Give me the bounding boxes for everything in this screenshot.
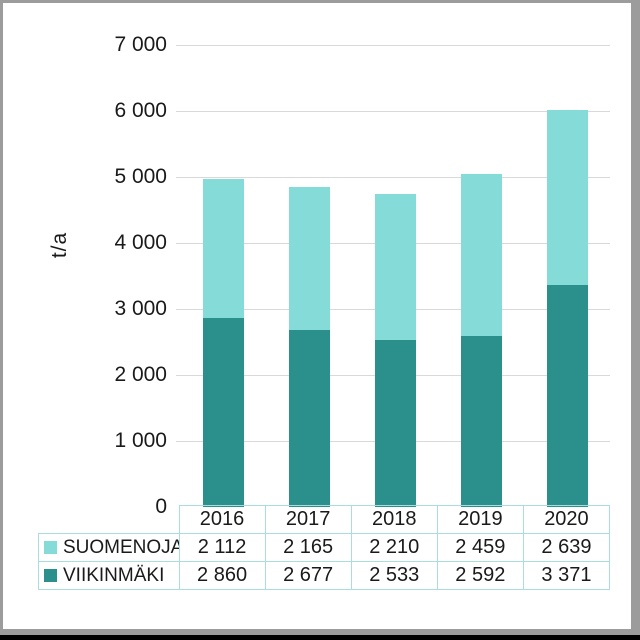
year-header-cell: 2020 [522, 505, 611, 534]
year-header-cell: 2019 [436, 505, 524, 534]
bar-segment-viikinmaki-2018 [374, 339, 416, 507]
data-table-body: 2016 2017 2018 2019 2020 SUOMENOJA 2 112 2 165 2… [38, 505, 611, 590]
value-cell: 2 639 [522, 533, 611, 562]
gridline [176, 45, 610, 46]
plot-area [176, 45, 610, 507]
legend-label-text: SUOMENOJA [63, 536, 179, 558]
year-header-cell: 2018 [350, 505, 438, 534]
value-cell: 2 459 [436, 533, 524, 562]
bottom-black-bar [0, 635, 640, 640]
value-cell: 2 592 [436, 561, 524, 590]
y-tick-label: 3 000 [114, 297, 167, 320]
table-row-viikinmaki: VIIKINMÄKI 2 860 2 677 2 533 2 592 3 371 [38, 561, 611, 590]
y-tick-label: 0 [155, 495, 167, 518]
data-table: 2016 2017 2018 2019 2020 SUOMENOJA 2 112 2 165 2… [38, 505, 611, 590]
bar-segment-viikinmaki-2016 [202, 318, 244, 507]
y-axis-ticks: 0 1 000 2 000 3 000 4 000 5 000 6 000 7 000 [3, 3, 167, 629]
y-tick-label: 2 000 [114, 363, 167, 386]
value-cell: 2 860 [178, 561, 266, 590]
value-cell: 3 371 [522, 561, 611, 590]
value-cell: 2 533 [350, 561, 438, 590]
table-header-row: 2016 2017 2018 2019 2020 [39, 505, 611, 534]
year-header-cell: 2016 [178, 505, 266, 534]
y-tick-label: 1 000 [114, 429, 167, 452]
legend-label-cell: VIIKINMÄKI [38, 561, 180, 590]
bar-segment-suomenoja-2019 [460, 173, 502, 336]
year-header-cell: 2017 [264, 505, 352, 534]
y-tick-label: 6 000 [114, 99, 167, 122]
value-cell: 2 210 [350, 533, 438, 562]
y-tick-label: 4 000 [114, 231, 167, 254]
legend-label-cell: SUOMENOJA [38, 533, 180, 562]
value-cell: 2 165 [264, 533, 352, 562]
y-tick-label: 7 000 [114, 33, 167, 56]
bar-segment-suomenoja-2016 [202, 178, 244, 319]
table-row-suomenoja: SUOMENOJA 2 112 2 165 2 210 2 459 2 639 [38, 533, 611, 562]
value-cell: 2 112 [178, 533, 266, 562]
bar-segment-viikinmaki-2020 [546, 284, 588, 507]
bar-segment-suomenoja-2018 [374, 193, 416, 340]
bar-segment-suomenoja-2020 [546, 110, 588, 285]
legend-label-text: VIIKINMÄKI [63, 564, 165, 586]
bar-segment-suomenoja-2017 [288, 187, 330, 331]
value-cell: 2 677 [264, 561, 352, 590]
bar-segment-viikinmaki-2019 [460, 335, 502, 507]
legend-swatch-suomenoja [44, 540, 57, 554]
y-tick-label: 5 000 [114, 165, 167, 188]
table-corner-cell [39, 506, 180, 534]
gridline [176, 177, 610, 178]
gridline [176, 111, 610, 112]
bar-segment-viikinmaki-2017 [288, 330, 330, 507]
legend-swatch-viikinmaki [44, 568, 57, 582]
